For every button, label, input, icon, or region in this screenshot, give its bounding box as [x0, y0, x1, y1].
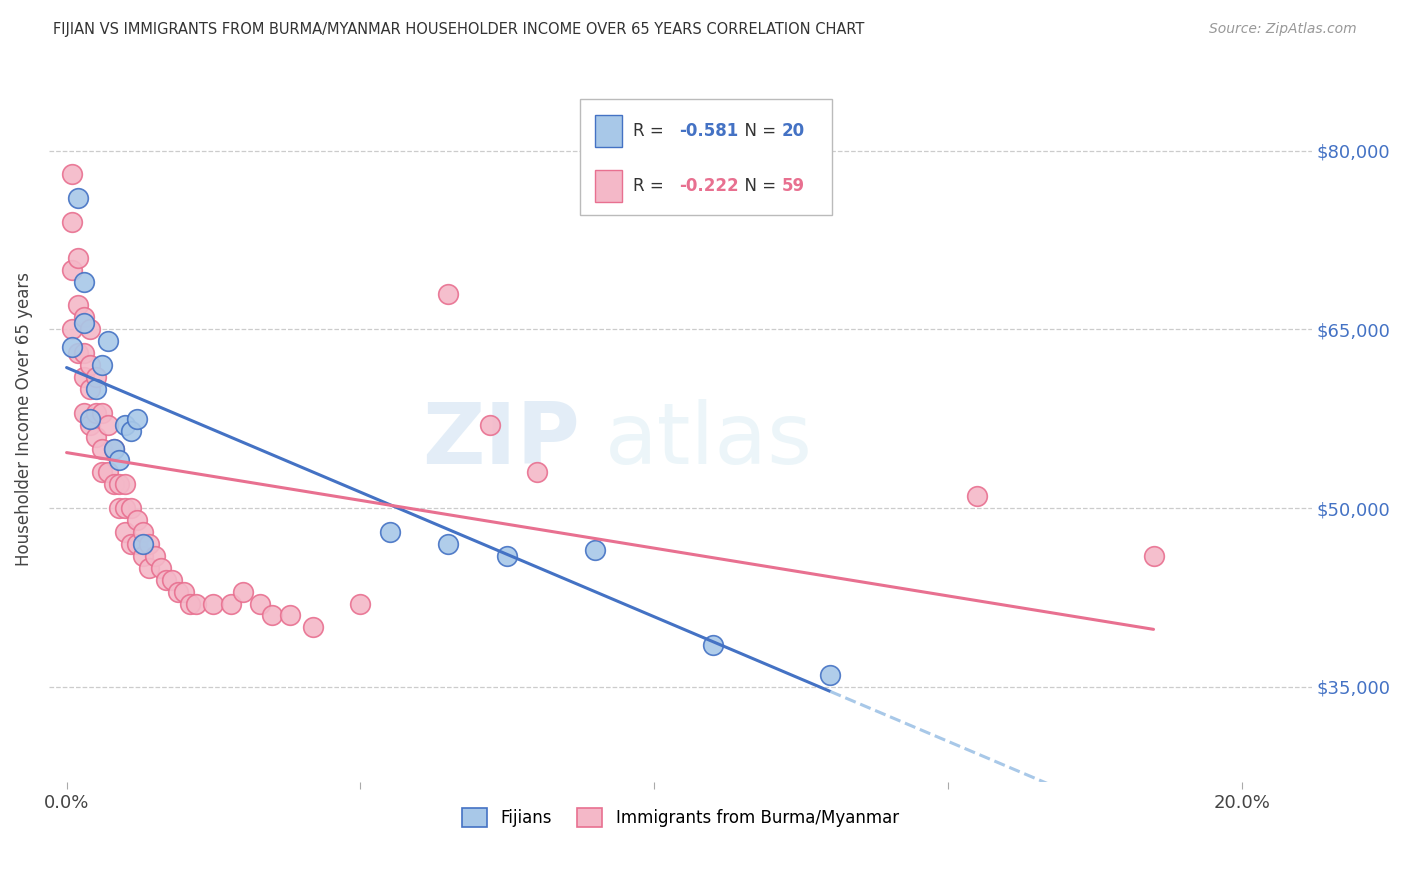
- Point: [103, 442, 125, 456]
- Point: [97, 334, 120, 349]
- Text: Source: ZipAtlas.com: Source: ZipAtlas.com: [1209, 22, 1357, 37]
- Text: N =: N =: [734, 177, 780, 195]
- Point: [67, 298, 90, 312]
- Point: [120, 501, 142, 516]
- Legend: Fijians, Immigrants from Burma/Myanmar: Fijians, Immigrants from Burma/Myanmar: [454, 800, 907, 836]
- Point: [132, 524, 155, 539]
- Point: [62, 340, 84, 354]
- Point: [90, 466, 112, 480]
- Text: R =: R =: [633, 177, 669, 195]
- Point: [120, 424, 142, 438]
- Point: [108, 453, 131, 467]
- Point: [173, 584, 195, 599]
- Point: [79, 322, 101, 336]
- Point: [97, 466, 120, 480]
- Point: [302, 620, 325, 634]
- Point: [62, 262, 84, 277]
- Point: [127, 513, 149, 527]
- Point: [702, 638, 724, 652]
- Point: [184, 597, 207, 611]
- Point: [162, 573, 184, 587]
- Point: [120, 537, 142, 551]
- Point: [103, 477, 125, 491]
- Point: [966, 489, 988, 503]
- Point: [90, 358, 112, 372]
- Point: [73, 317, 96, 331]
- Point: [73, 370, 96, 384]
- Point: [114, 524, 136, 539]
- Point: [90, 406, 112, 420]
- Point: [138, 561, 160, 575]
- Point: [84, 382, 107, 396]
- Point: [62, 167, 84, 181]
- Point: [179, 597, 201, 611]
- Point: [108, 477, 131, 491]
- Point: [526, 466, 548, 480]
- Point: [73, 406, 96, 420]
- Point: [349, 597, 371, 611]
- Point: [820, 668, 842, 682]
- Point: [249, 597, 271, 611]
- Point: [202, 597, 225, 611]
- Point: [167, 584, 190, 599]
- Point: [90, 442, 112, 456]
- Point: [67, 346, 90, 360]
- Point: [1142, 549, 1164, 563]
- Point: [149, 561, 172, 575]
- Text: atlas: atlas: [605, 399, 813, 482]
- Point: [127, 537, 149, 551]
- Point: [378, 524, 401, 539]
- Point: [232, 584, 254, 599]
- Point: [114, 477, 136, 491]
- Point: [496, 549, 519, 563]
- Point: [79, 358, 101, 372]
- Point: [278, 608, 301, 623]
- Text: -0.581: -0.581: [679, 122, 738, 140]
- Text: 59: 59: [782, 177, 804, 195]
- Point: [62, 215, 84, 229]
- Text: -0.222: -0.222: [679, 177, 740, 195]
- Point: [84, 406, 107, 420]
- FancyBboxPatch shape: [579, 99, 832, 215]
- Point: [73, 310, 96, 325]
- Point: [62, 322, 84, 336]
- Point: [67, 251, 90, 265]
- Point: [262, 608, 284, 623]
- Point: [132, 549, 155, 563]
- Point: [67, 191, 90, 205]
- Text: FIJIAN VS IMMIGRANTS FROM BURMA/MYANMAR HOUSEHOLDER INCOME OVER 65 YEARS CORRELA: FIJIAN VS IMMIGRANTS FROM BURMA/MYANMAR …: [53, 22, 865, 37]
- Point: [103, 442, 125, 456]
- Point: [583, 542, 606, 557]
- Text: 20: 20: [782, 122, 804, 140]
- Point: [219, 597, 242, 611]
- Text: ZIP: ZIP: [422, 399, 579, 482]
- Point: [97, 417, 120, 432]
- Bar: [595, 115, 623, 147]
- Point: [114, 417, 136, 432]
- Point: [127, 411, 149, 425]
- Point: [114, 501, 136, 516]
- Point: [437, 286, 460, 301]
- Point: [155, 573, 177, 587]
- Point: [79, 411, 101, 425]
- Point: [73, 346, 96, 360]
- Text: R =: R =: [633, 122, 669, 140]
- Point: [138, 537, 160, 551]
- Text: N =: N =: [734, 122, 780, 140]
- Point: [84, 429, 107, 443]
- Point: [143, 549, 166, 563]
- Point: [437, 537, 460, 551]
- Point: [108, 501, 131, 516]
- Y-axis label: Householder Income Over 65 years: Householder Income Over 65 years: [15, 272, 32, 566]
- Point: [73, 275, 96, 289]
- Point: [84, 370, 107, 384]
- Point: [79, 417, 101, 432]
- Point: [478, 417, 501, 432]
- Bar: [595, 170, 623, 202]
- Point: [132, 537, 155, 551]
- Point: [79, 382, 101, 396]
